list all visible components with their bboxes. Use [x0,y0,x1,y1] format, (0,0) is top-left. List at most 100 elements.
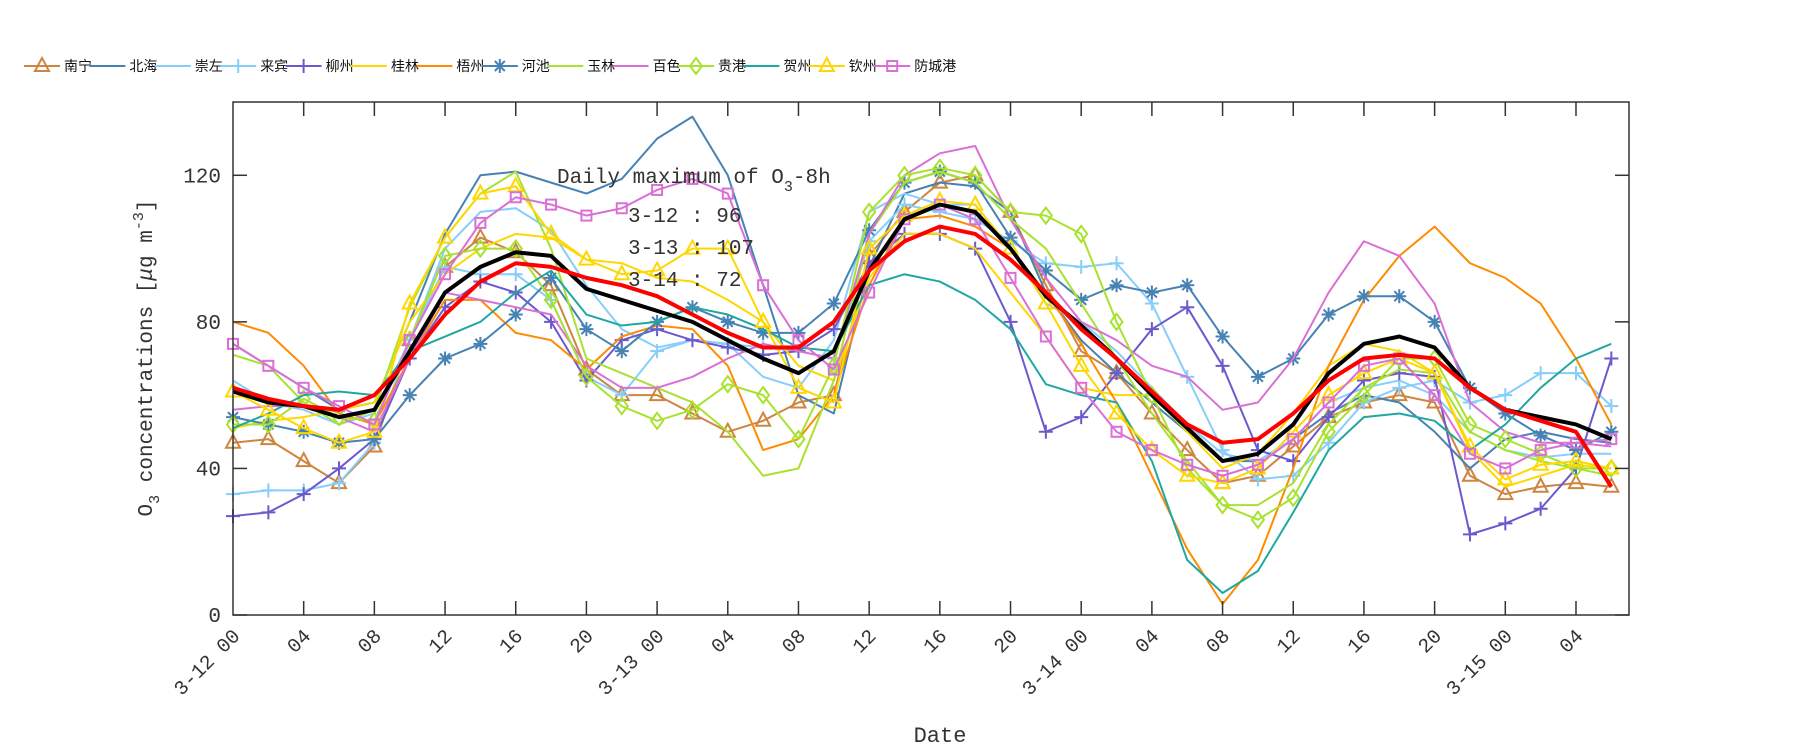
annotation-line-2: 3-13 : 107 [628,238,754,261]
data-point [1356,289,1371,304]
data-point [648,385,666,402]
data-point [1180,300,1195,315]
data-point [1039,330,1052,343]
data-point [1038,205,1054,226]
data-point [473,336,488,351]
legend-item-防城港: 防城港 [874,59,956,75]
data-point [295,418,313,435]
x-tick-label: 08 [354,626,387,659]
data-point [261,414,276,435]
data-point [1461,465,1479,482]
series-line [232,269,1612,595]
series-line [232,192,1612,463]
data-point [826,296,841,311]
data-point [648,260,666,277]
x-tick-label: 3-14 00 [1018,626,1094,702]
legend-item-桂林: 桂林 [351,59,419,75]
data-point [789,377,808,394]
data-point [1215,443,1230,458]
data-point [1568,366,1583,381]
series-summary-15 [232,224,1614,488]
x-tick-label: 16 [495,626,528,659]
data-point [1215,358,1230,373]
data-point [1003,202,1018,222]
data-point [754,311,772,328]
data-point [1144,322,1159,337]
data-point [756,325,771,340]
data-point [1074,292,1089,307]
legend-item-贺州: 贺州 [743,59,811,75]
legend-item-柳州: 柳州 [285,58,354,75]
data-point [367,432,382,447]
data-point [1109,312,1124,332]
legend-item-贵港: 贵港 [678,56,746,76]
data-point [330,432,348,449]
data-point [1251,458,1264,471]
data-point [1356,373,1371,388]
data-point [1075,381,1088,394]
series-line [233,166,1612,521]
data-point [1427,314,1442,329]
data-point [471,183,490,200]
data-point [1038,263,1053,278]
data-point [1250,369,1265,384]
legend-label: 柳州 [326,58,354,75]
data-point [1462,527,1477,542]
legend-label: 桂林 [391,59,419,75]
legend-item-河池: 河池 [481,59,550,75]
data-point [1109,256,1124,271]
x-tick-label: 20 [566,626,599,659]
data-point [296,424,311,439]
data-point [437,246,453,266]
x-tick-label: 16 [920,626,953,659]
data-point [577,249,596,266]
data-point [297,381,310,394]
legend-label: 来宾 [260,59,288,75]
data-point [1181,458,1194,471]
data-point [1498,429,1513,449]
legend-marker-triangle-icon [33,55,51,72]
data-point [1003,314,1018,329]
data-point [401,293,419,310]
data-point [1356,385,1372,405]
series-line [232,224,1614,488]
annotation-box: Daily maximum of O3-8h 3-12 : 96 3-13 : … [557,167,831,293]
data-point [1072,355,1090,372]
data-point [1461,436,1479,453]
series-钦州 [224,176,1621,490]
data-point [436,227,454,244]
data-point [1567,472,1585,490]
data-point [439,268,452,281]
x-tick-label: 20 [990,626,1023,659]
data-point [1250,472,1265,487]
data-point [1074,410,1089,425]
data-point [1321,307,1336,322]
y-tick-label: 120 [183,166,221,189]
x-tick-label: 12 [425,626,458,659]
data-point [471,227,490,244]
legend-item-玉林: 玉林 [547,59,615,75]
data-point [1037,293,1055,310]
legend-label: 崇左 [195,59,223,75]
data-point [720,340,735,355]
data-point [1287,433,1300,446]
series-summary-14 [232,202,1613,464]
legend-marker-plus-icon [296,59,311,73]
data-point [685,400,700,420]
legend-label: 百色 [653,58,681,75]
data-point [863,286,876,299]
data-point [613,264,631,281]
x-tick-label: 12 [1273,626,1306,659]
data-point [860,238,878,255]
data-point [332,476,347,491]
data-point [825,392,843,409]
y-tick-label: 0 [208,606,221,629]
legend-label: 南宁 [64,58,92,75]
data-point [1322,396,1335,409]
legend-marker-asterisk-icon [492,59,507,73]
data-point [1109,278,1124,293]
data-point [791,429,806,449]
x-tick-label: 04 [1556,626,1589,659]
x-tick-label: 16 [1344,626,1377,659]
